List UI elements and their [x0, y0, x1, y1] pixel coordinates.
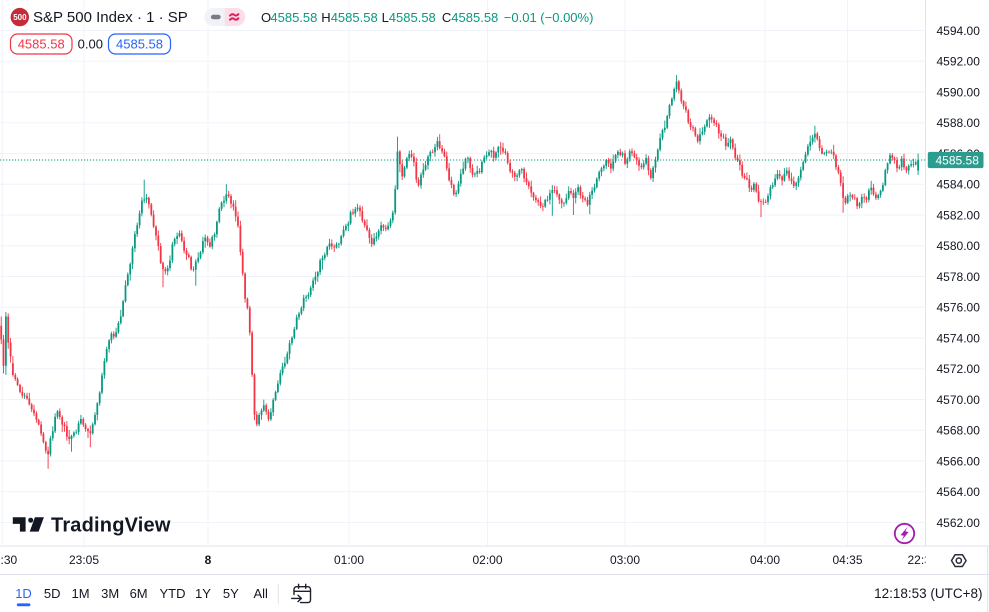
svg-text:8: 8	[205, 553, 212, 567]
svg-text:04:00: 04:00	[750, 553, 780, 567]
svg-text:−0.01 (−0.00%): −0.01 (−0.00%)	[504, 10, 594, 25]
svg-text:4585.58: 4585.58	[270, 10, 317, 25]
svg-text:O: O	[261, 10, 271, 25]
svg-text:4585.58: 4585.58	[936, 153, 980, 167]
svg-text:S&P 500 Index · 1 · SP: S&P 500 Index · 1 · SP	[33, 9, 188, 26]
svg-text:YTD: YTD	[160, 586, 186, 601]
svg-text:5D: 5D	[44, 586, 61, 601]
svg-text:4572.00: 4572.00	[937, 362, 981, 376]
svg-text:4585.58: 4585.58	[451, 10, 498, 25]
svg-text:4582.00: 4582.00	[937, 208, 981, 222]
svg-text:03:00: 03:00	[610, 553, 640, 567]
svg-text:C: C	[442, 10, 451, 25]
svg-text:12:18:53 (UTC+8): 12:18:53 (UTC+8)	[874, 586, 982, 601]
svg-text:4594.00: 4594.00	[937, 24, 981, 38]
svg-text:0.00: 0.00	[78, 37, 103, 52]
svg-text:4585.58: 4585.58	[116, 37, 163, 52]
svg-text:4576.00: 4576.00	[937, 301, 981, 315]
svg-text:22:30: 22:30	[0, 553, 18, 567]
svg-text:4585.58: 4585.58	[331, 10, 378, 25]
svg-text:22:30: 22:30	[907, 553, 937, 567]
svg-text:1D: 1D	[15, 586, 32, 601]
svg-text:4585.58: 4585.58	[18, 37, 65, 52]
svg-text:4584.00: 4584.00	[937, 178, 981, 192]
svg-text:H: H	[321, 10, 330, 25]
svg-text:04:35: 04:35	[832, 553, 862, 567]
svg-text:4578.00: 4578.00	[937, 270, 981, 284]
svg-text:All: All	[253, 586, 268, 601]
svg-text:5Y: 5Y	[223, 586, 239, 601]
svg-text:6M: 6M	[130, 586, 148, 601]
svg-text:4564.00: 4564.00	[937, 485, 981, 499]
svg-text:4592.00: 4592.00	[937, 55, 981, 69]
svg-text:01:00: 01:00	[334, 553, 364, 567]
svg-text:4570.00: 4570.00	[937, 393, 981, 407]
svg-text:TradingView: TradingView	[51, 515, 171, 537]
svg-text:4562.00: 4562.00	[937, 516, 981, 530]
svg-text:1Y: 1Y	[195, 586, 211, 601]
svg-text:500: 500	[13, 13, 27, 22]
svg-text:4585.58: 4585.58	[389, 10, 436, 25]
svg-text:3M: 3M	[101, 586, 119, 601]
svg-text:L: L	[382, 10, 389, 25]
svg-text:4580.00: 4580.00	[937, 239, 981, 253]
svg-text:02:00: 02:00	[472, 553, 502, 567]
svg-text:4590.00: 4590.00	[937, 85, 981, 99]
svg-text:4588.00: 4588.00	[937, 116, 981, 130]
svg-text:4568.00: 4568.00	[937, 424, 981, 438]
svg-text:1M: 1M	[71, 586, 89, 601]
svg-text:4574.00: 4574.00	[937, 331, 981, 345]
svg-text:23:05: 23:05	[69, 553, 99, 567]
svg-text:4566.00: 4566.00	[937, 454, 981, 468]
